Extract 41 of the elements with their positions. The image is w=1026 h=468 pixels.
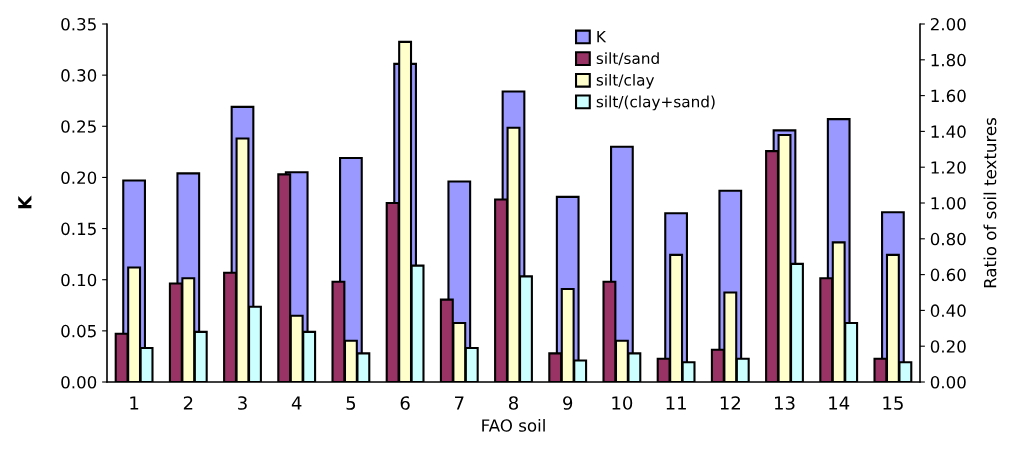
y-tick-label: 0.00	[61, 375, 97, 389]
y2-tick-label: 0.60	[930, 268, 966, 282]
x-tick-label: 2	[183, 396, 193, 410]
x-tick-label: 8	[508, 396, 519, 410]
x-tick-label: 6	[400, 396, 410, 410]
y2-tick-label: 0.40	[930, 304, 966, 317]
legend-label: silt/(clay+sand)	[596, 95, 715, 111]
y2-tick-label: 1.20	[931, 161, 966, 174]
legend-label: silt/clay	[596, 73, 655, 89]
y-tick-label: 0.20	[61, 171, 97, 184]
x-tick-label: 11	[666, 396, 686, 410]
x-tick-label: 7	[455, 396, 464, 410]
y2-tick-label: 1.60	[931, 89, 966, 103]
x-tick-label: 13	[775, 396, 795, 410]
y-tick-label: 0.35	[61, 17, 96, 31]
y2-tick-label: 2.00	[930, 17, 966, 31]
x-tick-label: 14	[829, 396, 850, 410]
x-axis-title: FAO soil	[482, 418, 545, 432]
y-axis-title: K	[18, 195, 32, 209]
x-tick-label: 9	[563, 396, 573, 410]
y2-tick-label: 0.20	[930, 340, 966, 353]
y-tick-label: 0.30	[61, 69, 97, 82]
legend-label: silt/sand	[596, 52, 659, 66]
x-tick-label: 3	[238, 396, 247, 410]
y-tick-label: 0.25	[61, 120, 96, 133]
y2-tick-label: 0.80	[930, 232, 966, 246]
x-tick-label: 12	[720, 396, 740, 410]
x-tick-label: 5	[346, 396, 356, 410]
x-tick-label: 1	[130, 396, 139, 410]
x-tick-label: 4	[291, 396, 302, 410]
y2-axis-title: Ratio of soil textures	[983, 117, 997, 288]
y-tick-label: 0.15	[61, 222, 96, 236]
x-tick-label: 15	[883, 396, 903, 410]
y2-tick-label: 0.00	[930, 375, 966, 389]
y2-tick-label: 1.80	[931, 53, 966, 67]
y2-tick-label: 1.40	[931, 125, 966, 138]
legend-label: K	[597, 31, 607, 43]
y-tick-label: 0.10	[61, 273, 97, 287]
y2-tick-label: 1.00	[931, 196, 966, 210]
x-tick-label: 10	[612, 396, 633, 410]
y-tick-label: 0.05	[61, 324, 96, 338]
